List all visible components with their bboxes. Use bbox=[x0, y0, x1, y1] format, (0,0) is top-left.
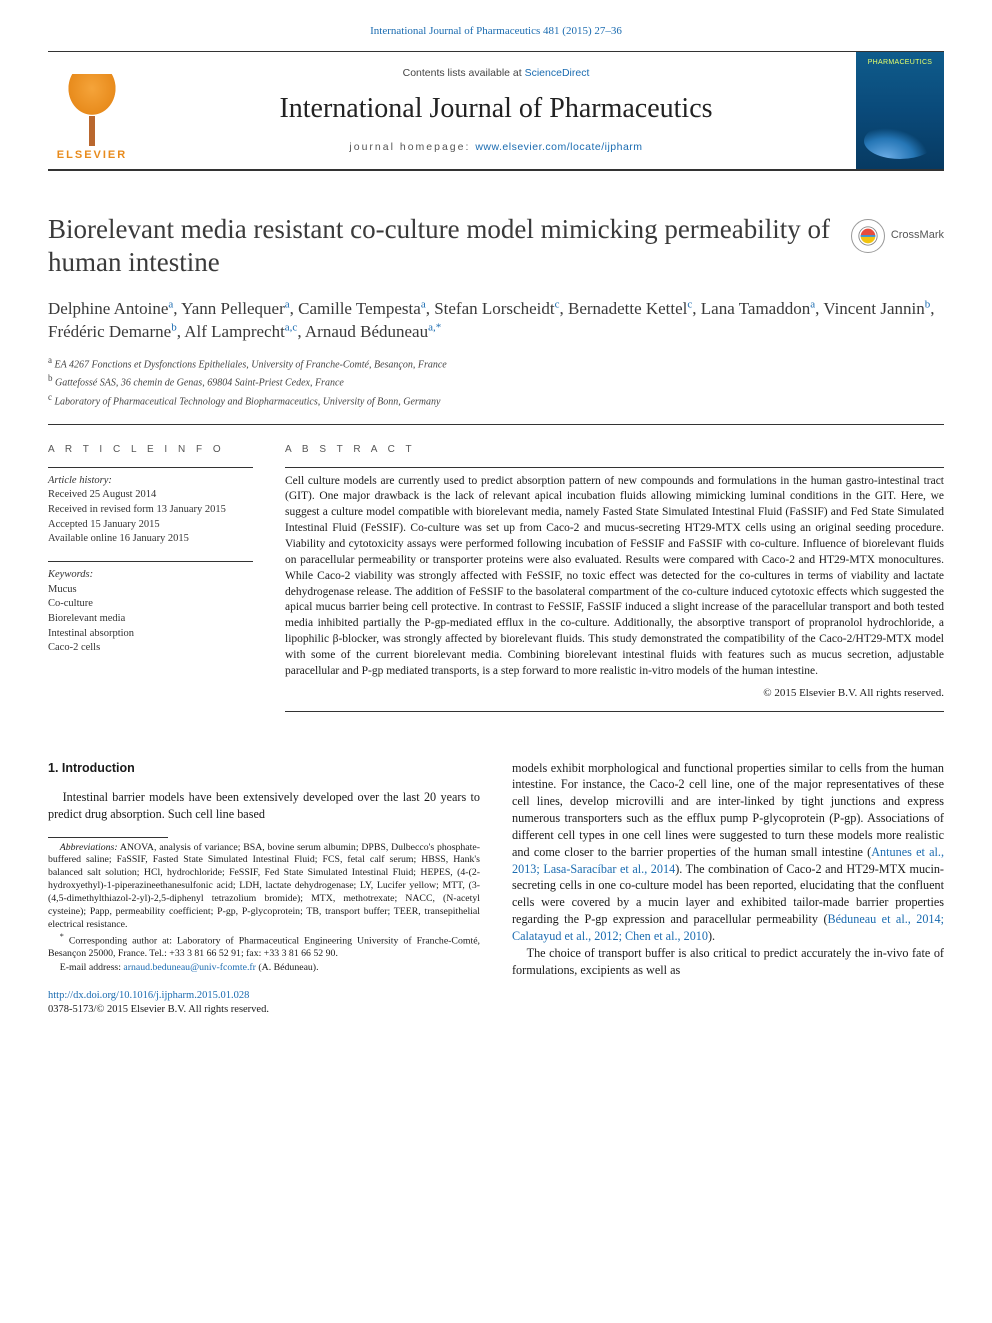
journal-ref-header: International Journal of Pharmaceutics 4… bbox=[48, 24, 944, 39]
author: Stefan Lorscheidtc bbox=[434, 299, 559, 318]
divider bbox=[285, 711, 944, 712]
abstract-label: A B S T R A C T bbox=[285, 443, 944, 457]
masthead: ELSEVIER Contents lists available at Sci… bbox=[48, 51, 944, 171]
article-info-label: A R T I C L E I N F O bbox=[48, 443, 253, 457]
affiliation: b Gattefossé SAS, 36 chemin de Genas, 69… bbox=[48, 372, 944, 391]
homepage-prefix: journal homepage: bbox=[349, 141, 475, 153]
intro-paragraph: Intestinal barrier models have been exte… bbox=[48, 789, 480, 823]
cover-art-icon bbox=[864, 123, 936, 159]
history-online: Available online 16 January 2015 bbox=[48, 532, 253, 547]
divider bbox=[48, 424, 944, 425]
journal-ref-link[interactable]: International Journal of Pharmaceutics 4… bbox=[370, 25, 622, 37]
keyword: Intestinal absorption bbox=[48, 627, 253, 642]
abstract-text: Cell culture models are currently used t… bbox=[285, 467, 944, 680]
affiliations: a EA 4267 Fonctions et Dysfonctions Epit… bbox=[48, 354, 944, 410]
corresponding-email: E-mail address: arnaud.beduneau@univ-fco… bbox=[48, 961, 480, 975]
doi-link[interactable]: http://dx.doi.org/10.1016/j.ijpharm.2015… bbox=[48, 990, 249, 1001]
issn-line: 0378-5173/© 2015 Elsevier B.V. All right… bbox=[48, 1004, 269, 1015]
crossmark-label: CrossMark bbox=[891, 228, 944, 243]
footnote-rule bbox=[48, 837, 168, 838]
contents-available-line: Contents lists available at ScienceDirec… bbox=[403, 66, 590, 80]
journal-name: International Journal of Pharmaceutics bbox=[279, 90, 712, 128]
history-accepted: Accepted 15 January 2015 bbox=[48, 518, 253, 533]
author: Alf Lamprechta,c bbox=[184, 322, 297, 341]
author: Lana Tamaddona bbox=[701, 299, 815, 318]
abstract-copyright: © 2015 Elsevier B.V. All rights reserved… bbox=[285, 686, 944, 701]
author: Delphine Antoinea bbox=[48, 299, 173, 318]
crossmark-icon bbox=[851, 219, 885, 253]
body-column-right: models exhibit morphological and functio… bbox=[512, 760, 944, 1017]
author: Camille Tempestaa bbox=[298, 299, 426, 318]
keyword: Biorelevant media bbox=[48, 612, 253, 627]
sciencedirect-link[interactable]: ScienceDirect bbox=[525, 67, 590, 79]
article-title: Biorelevant media resistant co-culture m… bbox=[48, 213, 835, 279]
history-received: Received 25 August 2014 bbox=[48, 488, 253, 503]
body-column-left: 1. Introduction Intestinal barrier model… bbox=[48, 760, 480, 1017]
keywords-heading: Keywords: bbox=[48, 568, 253, 583]
author: Bernadette Kettelc bbox=[568, 299, 692, 318]
authors-list: Delphine Antoinea, Yann Pellequera, Cami… bbox=[48, 297, 944, 344]
masthead-center: Contents lists available at ScienceDirec… bbox=[136, 52, 856, 169]
section-heading-introduction: 1. Introduction bbox=[48, 760, 480, 777]
cover-label: PHARMACEUTICS bbox=[856, 58, 944, 67]
keywords-block: Keywords: Mucus Co-culture Biorelevant m… bbox=[48, 561, 253, 656]
corresponding-author-footnote: * Corresponding author at: Laboratory of… bbox=[48, 932, 480, 961]
doi-block: http://dx.doi.org/10.1016/j.ijpharm.2015… bbox=[48, 989, 480, 1017]
keyword: Caco-2 cells bbox=[48, 641, 253, 656]
affiliation: c Laboratory of Pharmaceutical Technolog… bbox=[48, 391, 944, 410]
elsevier-tree-icon bbox=[62, 74, 122, 146]
author: Vincent Janninb bbox=[823, 299, 930, 318]
abbreviations-footnote: Abbreviations: ANOVA, analysis of varian… bbox=[48, 842, 480, 932]
history-revised: Received in revised form 13 January 2015 bbox=[48, 503, 253, 518]
publisher-logo-block: ELSEVIER bbox=[48, 52, 136, 169]
author: Frédéric Demarneb bbox=[48, 322, 177, 341]
affiliation: a EA 4267 Fonctions et Dysfonctions Epit… bbox=[48, 354, 944, 373]
journal-homepage-link[interactable]: www.elsevier.com/locate/ijpharm bbox=[475, 141, 642, 153]
contents-prefix: Contents lists available at bbox=[403, 67, 525, 79]
intro-paragraph: The choice of transport buffer is also c… bbox=[512, 945, 944, 979]
keyword: Co-culture bbox=[48, 597, 253, 612]
journal-cover-thumbnail: PHARMACEUTICS bbox=[856, 52, 944, 169]
history-heading: Article history: bbox=[48, 474, 253, 489]
corresponding-asterisk: * bbox=[436, 322, 442, 334]
publisher-name: ELSEVIER bbox=[57, 148, 127, 163]
email-link[interactable]: arnaud.beduneau@univ-fcomte.fr bbox=[123, 962, 256, 973]
article-history: Article history: Received 25 August 2014… bbox=[48, 467, 253, 547]
crossmark-widget[interactable]: CrossMark bbox=[851, 219, 944, 253]
journal-homepage-line: journal homepage: www.elsevier.com/locat… bbox=[349, 140, 642, 154]
intro-paragraph: models exhibit morphological and functio… bbox=[512, 760, 944, 945]
author: Yann Pellequera bbox=[181, 299, 289, 318]
author: Arnaud Béduneaua,* bbox=[305, 322, 441, 341]
keyword: Mucus bbox=[48, 583, 253, 598]
